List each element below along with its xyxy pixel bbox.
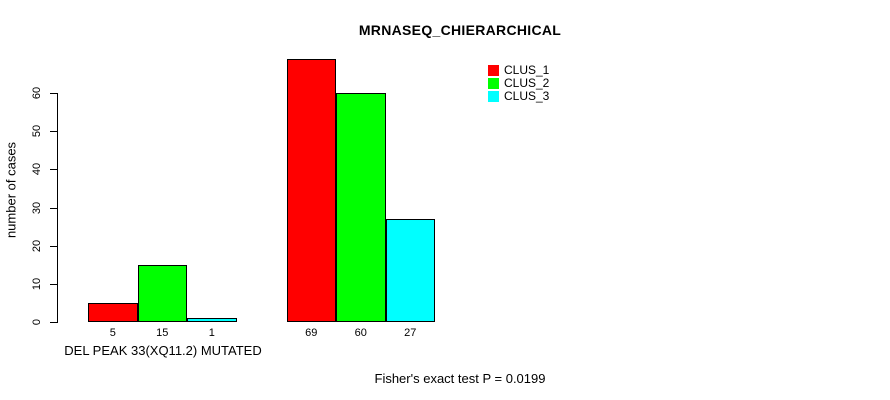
legend-swatch-clus_2: [488, 78, 499, 89]
y-axis-tick-label: 30: [31, 201, 43, 214]
legend-swatch-clus_3: [488, 91, 499, 102]
chart-title: MRNASEQ_CHIERARCHICAL: [358, 22, 562, 38]
y-axis-tick-label: 40: [31, 163, 43, 176]
y-axis-tick: [50, 283, 57, 285]
legend-label: CLUS_1: [504, 63, 550, 77]
bar-clus_3-group1: [187, 318, 237, 322]
legend-label: CLUS_3: [504, 89, 550, 103]
legend-swatch-clus_1: [488, 65, 499, 76]
x-tick-label: 15: [156, 327, 169, 339]
y-axis-tick: [50, 169, 57, 171]
y-axis-tick: [50, 131, 57, 133]
y-axis-tick: [50, 322, 57, 323]
legend: CLUS_1 CLUS_2 CLUS_3: [488, 64, 598, 103]
y-axis-tick: [50, 245, 57, 247]
bar-clus_2-group2: [336, 93, 386, 322]
stat-test-annotation: Fisher's exact test P = 0.0199: [374, 371, 546, 386]
legend-item-clus_2: CLUS_2: [488, 77, 598, 90]
x-tick-label: 69: [305, 327, 318, 339]
x-tick-label: 60: [354, 327, 367, 339]
y-axis-tick-label: 0: [31, 318, 43, 326]
legend-item-clus_1: CLUS_1: [488, 64, 598, 77]
x-tick-label: 27: [404, 327, 417, 339]
x-axis-label: DEL PEAK 33(XQ11.2) MUTATED: [64, 343, 262, 358]
y-axis-tick-label: 20: [31, 239, 43, 252]
y-axis-tick-label: 60: [31, 86, 43, 100]
bar-clus_2-group1: [137, 264, 187, 322]
x-tick-label: 5: [109, 327, 116, 339]
y-axis-tick: [50, 93, 57, 94]
y-axis-tick-label: 10: [31, 277, 43, 290]
bar-clus_1-group1: [88, 302, 138, 322]
y-axis-line: [57, 93, 58, 323]
x-tick-label: 1: [208, 327, 215, 339]
legend-item-clus_3: CLUS_3: [488, 90, 598, 103]
y-axis-tick: [50, 207, 57, 209]
legend-label: CLUS_2: [504, 76, 550, 90]
bar-clus_3-group2: [385, 218, 435, 322]
bar-clus_1-group2: [286, 58, 336, 322]
y-axis-tick-label: 50: [31, 125, 43, 138]
